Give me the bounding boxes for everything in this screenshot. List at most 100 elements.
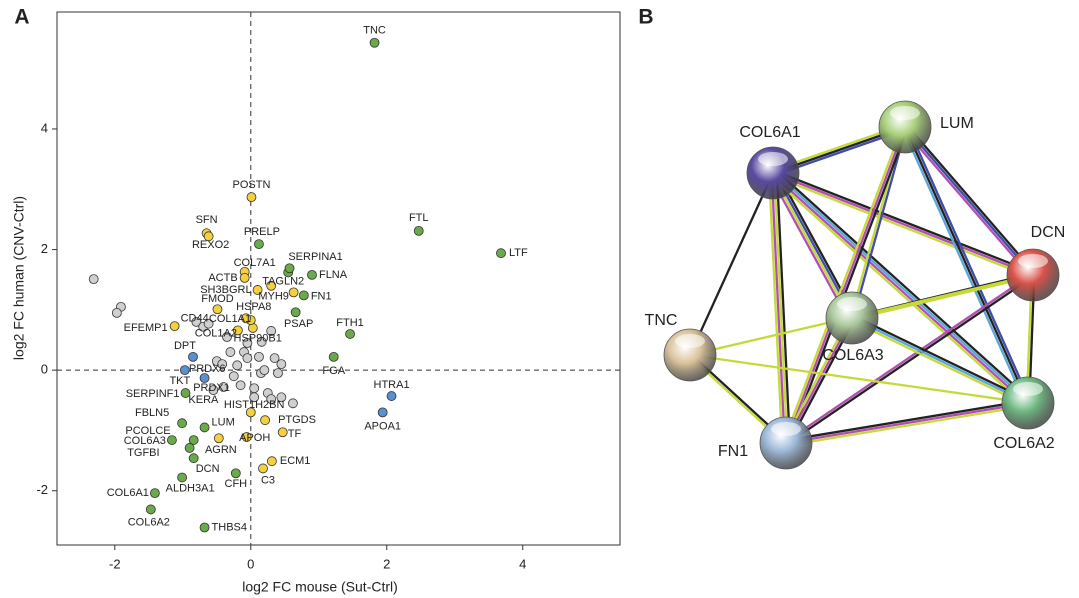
- point: [288, 399, 297, 408]
- point-label: AGRN: [205, 444, 237, 456]
- point: [329, 352, 338, 361]
- point-label: HSP90B1: [234, 333, 282, 345]
- node-label: COL6A3: [822, 347, 883, 364]
- point: [188, 352, 197, 361]
- point-label: TF: [288, 428, 302, 440]
- point: [150, 489, 159, 498]
- panel-letter: A: [14, 6, 29, 29]
- point-label: KERA: [188, 394, 219, 406]
- y-axis-title: log2 FC human (CNV-Ctrl): [11, 196, 27, 360]
- point: [112, 308, 121, 317]
- point-label: COL1A1: [209, 313, 251, 325]
- point: [414, 226, 423, 235]
- network-nodes: COL6A1LUMDCNCOL6A3TNCCOL6A2FN1: [645, 101, 1066, 469]
- edge: [774, 171, 1034, 273]
- x-tick-label: 0: [247, 556, 254, 571]
- edge: [786, 127, 905, 443]
- point-label: C3: [261, 474, 275, 486]
- edge: [786, 403, 1028, 443]
- node-highlight: [1013, 382, 1043, 396]
- point-label: LUM: [212, 416, 235, 428]
- point-label: SERPINA1: [288, 251, 342, 263]
- network-edges: [689, 125, 1035, 446]
- edge: [852, 276, 1033, 319]
- point-label: COL6A2: [128, 516, 170, 528]
- point: [291, 308, 300, 317]
- point: [370, 38, 379, 47]
- point-label: TKT: [169, 375, 190, 387]
- y-tick-label: 0: [41, 362, 48, 377]
- node-label: LUM: [940, 115, 974, 132]
- point: [260, 366, 269, 375]
- point: [254, 240, 263, 249]
- point: [250, 384, 259, 393]
- point: [170, 322, 179, 331]
- node-label: COL6A2: [993, 435, 1054, 452]
- point-label: FBLN5: [135, 407, 169, 419]
- node-highlight: [675, 334, 705, 348]
- point-label: EFEMP1: [124, 322, 168, 334]
- point-label: COL6A3: [124, 435, 166, 447]
- point-label: DPT: [174, 340, 196, 352]
- node-highlight: [837, 297, 867, 311]
- point-label: FTH1: [336, 317, 364, 329]
- node-label: COL6A1: [739, 124, 800, 141]
- point: [378, 408, 387, 417]
- point-label: COL7A1: [234, 257, 276, 269]
- point-label: THBS4: [212, 521, 247, 533]
- edge: [788, 128, 907, 444]
- point: [214, 434, 223, 443]
- edge: [773, 173, 1033, 275]
- point: [200, 523, 209, 532]
- y-tick-label: 2: [41, 241, 48, 256]
- panel-letter: B: [638, 6, 653, 29]
- point-label: TGFBI: [127, 447, 159, 459]
- point: [307, 270, 316, 279]
- point-label: PTGDS: [278, 414, 316, 426]
- point-label: LTF: [509, 247, 528, 259]
- point-label: ECM1: [280, 455, 311, 467]
- point-label: PRDX1: [193, 382, 230, 394]
- point-label: ACTB: [208, 272, 237, 284]
- point: [236, 381, 245, 390]
- edge: [786, 406, 1028, 446]
- node-label: DCN: [1031, 224, 1066, 241]
- point-label: DCN: [196, 463, 220, 475]
- point: [185, 443, 194, 452]
- point-label: FLNA: [319, 269, 348, 281]
- point: [254, 352, 263, 361]
- point-label: SERPINF1: [126, 388, 180, 400]
- point-label: FTL: [409, 212, 429, 224]
- point: [259, 464, 268, 473]
- point: [89, 275, 98, 284]
- point-label: APOA1: [364, 420, 401, 432]
- node-highlight: [1018, 254, 1048, 268]
- point-label: HSPA8: [236, 301, 271, 313]
- point-label: COL1A2: [195, 327, 237, 339]
- point-label: TAGLN2: [262, 276, 304, 288]
- point-label: HTRA1: [374, 379, 410, 391]
- point-label: COL6A1: [107, 487, 149, 499]
- point: [146, 505, 155, 514]
- x-tick-label: 4: [519, 556, 526, 571]
- point-label: TNC: [363, 25, 386, 37]
- point: [233, 361, 242, 370]
- point-label: FGA: [322, 365, 345, 377]
- point-label: POSTN: [233, 179, 271, 191]
- point-label: PSAP: [284, 318, 313, 330]
- point: [497, 249, 506, 258]
- point-label: SFN: [196, 214, 218, 226]
- edge: [690, 173, 773, 355]
- point: [226, 348, 235, 357]
- y-tick-label: -2: [36, 482, 48, 497]
- edge: [903, 129, 1031, 277]
- point: [285, 264, 294, 273]
- x-tick-label: 2: [383, 556, 390, 571]
- point: [200, 423, 209, 432]
- node-highlight: [890, 106, 920, 120]
- point: [178, 473, 187, 482]
- point-label: CFH: [225, 478, 248, 490]
- point-label: PRELP: [244, 226, 280, 238]
- point: [247, 193, 256, 202]
- point-label: FMOD: [201, 293, 233, 305]
